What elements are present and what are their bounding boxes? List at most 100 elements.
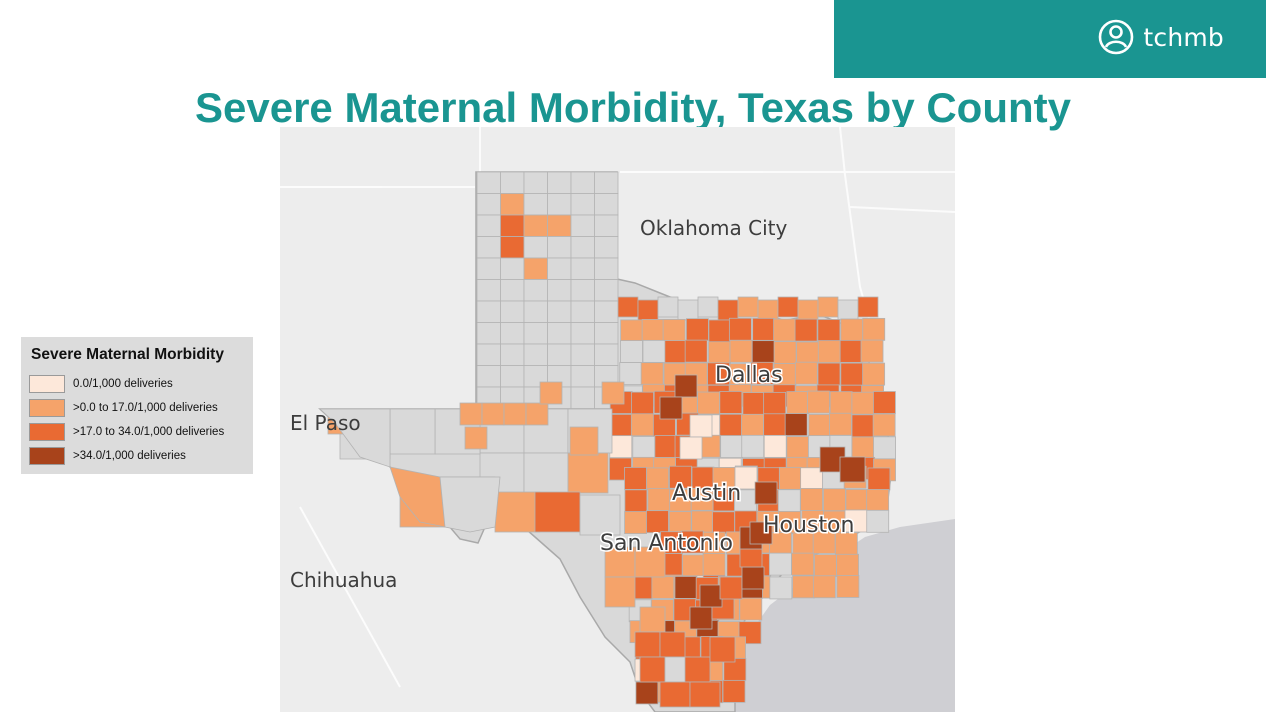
county[interactable]	[476, 193, 501, 216]
county[interactable]	[749, 521, 773, 545]
county[interactable]	[523, 343, 548, 366]
county[interactable]	[817, 340, 841, 364]
county[interactable]	[624, 489, 648, 513]
county[interactable]	[476, 279, 501, 302]
county[interactable]	[867, 467, 891, 491]
county[interactable]	[570, 322, 595, 345]
county[interactable]	[796, 341, 819, 365]
county[interactable]	[525, 402, 549, 426]
county[interactable]	[547, 322, 572, 345]
county[interactable]	[570, 279, 595, 302]
county[interactable]	[594, 236, 619, 259]
county-layer[interactable]	[318, 171, 896, 708]
county[interactable]	[686, 318, 709, 342]
county[interactable]	[659, 681, 691, 708]
county[interactable]	[534, 491, 581, 533]
county[interactable]	[547, 171, 572, 194]
county[interactable]	[754, 481, 778, 505]
county[interactable]	[604, 546, 636, 578]
county[interactable]	[523, 193, 548, 216]
county[interactable]	[769, 576, 793, 600]
texas-county-map[interactable]: Oklahoma City Dallas El Paso Austin San Anto…	[280, 127, 955, 712]
county[interactable]	[646, 510, 669, 534]
county[interactable]	[720, 435, 744, 458]
county[interactable]	[620, 340, 643, 363]
county[interactable]	[594, 322, 619, 345]
county[interactable]	[702, 553, 726, 576]
county[interactable]	[500, 300, 525, 323]
county[interactable]	[836, 553, 859, 577]
county[interactable]	[634, 631, 661, 658]
county[interactable]	[659, 631, 686, 658]
county[interactable]	[773, 318, 797, 342]
county[interactable]	[570, 236, 595, 259]
county[interactable]	[570, 365, 595, 388]
county[interactable]	[635, 681, 659, 705]
county[interactable]	[609, 435, 633, 459]
county[interactable]	[476, 171, 501, 194]
county[interactable]	[728, 317, 752, 341]
county[interactable]	[722, 679, 746, 703]
county[interactable]	[674, 374, 698, 398]
county[interactable]	[737, 296, 759, 318]
county[interactable]	[697, 296, 719, 318]
county[interactable]	[741, 413, 764, 437]
county[interactable]	[639, 606, 666, 633]
county[interactable]	[817, 319, 841, 342]
county[interactable]	[464, 426, 488, 450]
county[interactable]	[594, 214, 619, 237]
brand-logo[interactable]: tchmb	[1097, 17, 1224, 57]
county[interactable]	[763, 391, 787, 415]
county[interactable]	[800, 488, 823, 511]
county[interactable]	[570, 300, 595, 323]
county[interactable]	[500, 214, 525, 237]
county[interactable]	[794, 361, 818, 385]
county[interactable]	[439, 476, 501, 533]
county[interactable]	[476, 214, 501, 237]
county[interactable]	[860, 339, 884, 363]
county[interactable]	[594, 193, 619, 216]
county[interactable]	[594, 257, 619, 280]
county[interactable]	[684, 656, 711, 683]
county[interactable]	[523, 300, 548, 323]
county[interactable]	[579, 494, 621, 536]
county[interactable]	[862, 362, 886, 386]
county[interactable]	[709, 636, 736, 663]
county[interactable]	[807, 390, 830, 414]
county[interactable]	[500, 279, 525, 302]
county[interactable]	[839, 339, 863, 363]
county[interactable]	[547, 300, 572, 323]
county[interactable]	[689, 606, 713, 630]
county[interactable]	[684, 339, 708, 363]
county[interactable]	[539, 381, 563, 405]
county[interactable]	[812, 575, 836, 599]
county[interactable]	[751, 340, 775, 364]
county[interactable]	[476, 365, 501, 388]
county[interactable]	[523, 322, 548, 345]
county[interactable]	[837, 299, 859, 321]
county[interactable]	[679, 436, 703, 460]
county[interactable]	[500, 257, 525, 280]
county[interactable]	[829, 391, 853, 415]
county[interactable]	[708, 319, 732, 343]
county[interactable]	[851, 436, 875, 460]
county[interactable]	[500, 193, 525, 216]
county[interactable]	[682, 554, 705, 578]
county[interactable]	[389, 466, 446, 528]
county[interactable]	[708, 341, 731, 365]
county[interactable]	[777, 489, 801, 513]
county[interactable]	[794, 318, 818, 342]
county[interactable]	[669, 465, 692, 489]
county[interactable]	[866, 489, 890, 512]
county[interactable]	[476, 343, 501, 366]
county[interactable]	[500, 343, 525, 366]
county[interactable]	[318, 408, 391, 468]
county[interactable]	[817, 296, 839, 318]
county[interactable]	[594, 171, 619, 194]
county[interactable]	[570, 257, 595, 280]
county[interactable]	[594, 343, 619, 366]
county[interactable]	[640, 362, 664, 386]
county[interactable]	[617, 296, 639, 318]
county[interactable]	[620, 319, 644, 343]
county[interactable]	[476, 257, 501, 280]
